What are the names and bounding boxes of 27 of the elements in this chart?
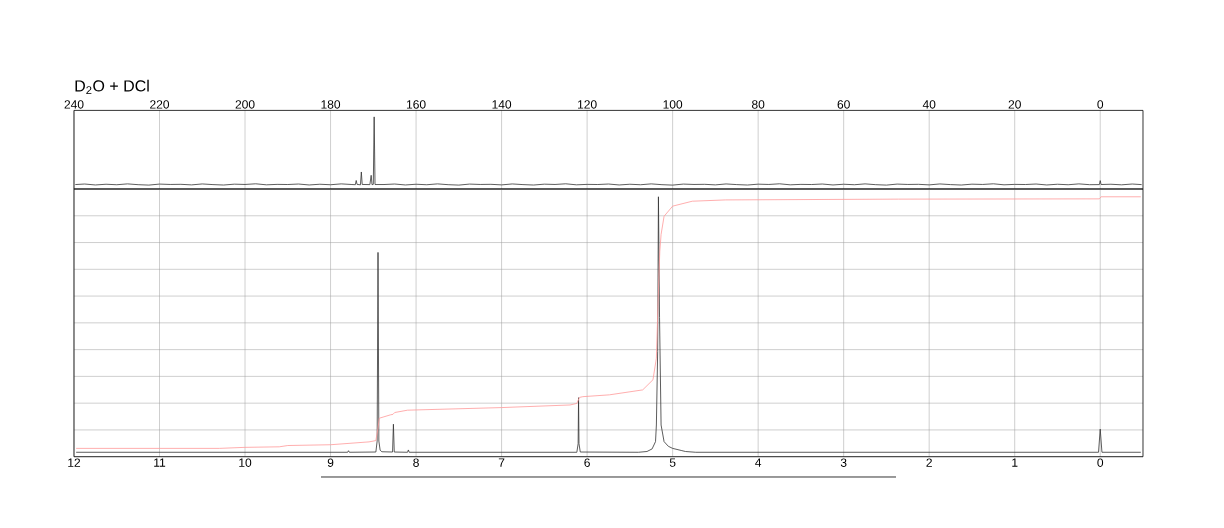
chart-title: D$_{2}$O + DCl	[75, 79, 149, 94]
x-tick-label: 11	[154, 458, 166, 467]
x-tick-label: 9	[327, 458, 334, 467]
x-tick-label: 40	[922, 100, 936, 109]
x-tick-label: 60	[837, 100, 850, 109]
x-tick-label: 100	[663, 100, 683, 109]
x-tick-label: 0	[1097, 458, 1104, 467]
x-tick-label: 80	[751, 100, 765, 109]
x-tick-label: 180	[321, 100, 341, 109]
x-tick-label: 6	[584, 458, 590, 467]
x-tick-label: 8	[413, 458, 419, 467]
x-tick-label: 5	[669, 458, 676, 467]
x-tick-label: 12	[68, 458, 81, 467]
x-tick-label: 120	[578, 100, 597, 109]
x-tick-label: 160	[406, 100, 426, 109]
x-tick-label: 20	[1008, 100, 1021, 109]
x-tick-label: 2	[926, 458, 932, 467]
x-tick-label: 3	[840, 458, 847, 467]
x-tick-label: 220	[150, 100, 170, 109]
x-tick-label: 200	[235, 100, 255, 109]
x-tick-label: 7	[498, 458, 505, 467]
x-tick-label: 1	[1012, 458, 1018, 467]
x-tick-label: 4	[755, 458, 762, 467]
x-tick-label: 240	[64, 100, 84, 109]
x-tick-label: 0	[1097, 100, 1104, 109]
x-tick-label: 140	[492, 100, 512, 109]
x-tick-label: 10	[239, 458, 252, 467]
